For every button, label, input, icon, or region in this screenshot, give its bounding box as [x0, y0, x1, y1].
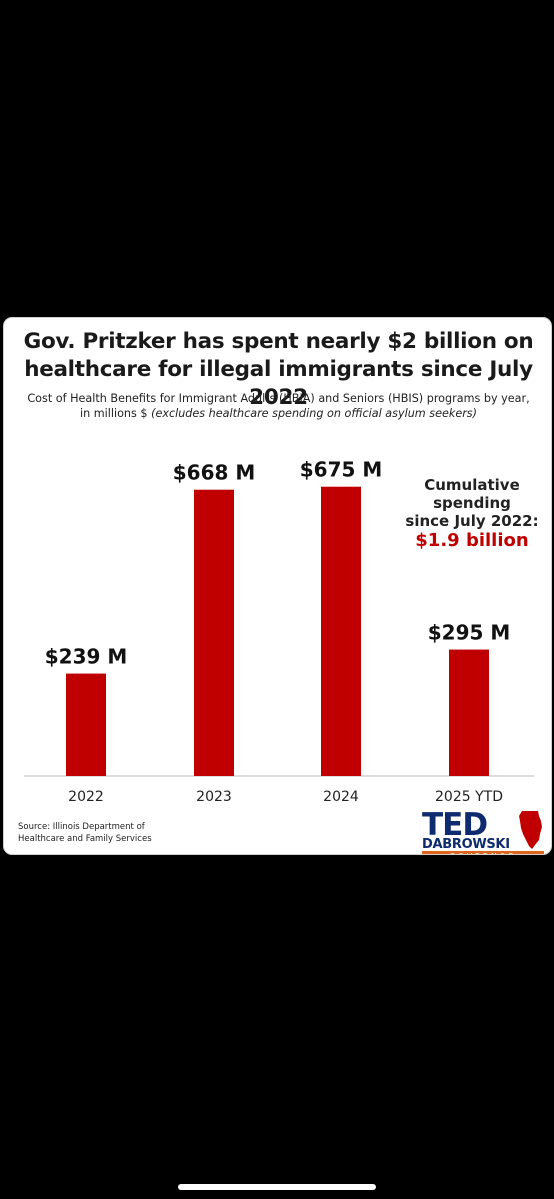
bar-chart: $239 M 2022 $668 M 2023 $675 M 2024 $295 M 2025…: [24, 458, 534, 805]
bar-2025-ytd: [449, 649, 489, 776]
callout-line-1: Cumulative: [424, 476, 520, 494]
x-tick-label: 2022: [68, 789, 104, 805]
title-line-2: healthcare for illegal immigrants since …: [24, 357, 533, 410]
logo-name: TED: [422, 807, 488, 843]
source-note: Source: Illinois Department of Healthcar…: [18, 821, 218, 845]
data-label: $295 M: [428, 621, 511, 645]
data-label: $675 M: [300, 458, 383, 482]
chart-title: Gov. Pritzker has spent nearly $2 billio…: [4, 328, 551, 412]
callout-value: $1.9 billion: [415, 530, 529, 551]
illinois-state-icon: [519, 811, 542, 849]
home-indicator[interactable]: [178, 1184, 376, 1190]
chart-card: Gov. Pritzker has spent nearly $2 billio…: [3, 317, 552, 855]
x-tick-label: 2023: [196, 789, 232, 805]
subtitle-units: in millions $: [79, 407, 152, 420]
subtitle-note: (excludes healthcare spending on officia…: [151, 407, 477, 420]
title-line-1: Gov. Pritzker has spent nearly $2 billio…: [23, 329, 534, 354]
data-label: $668 M: [173, 461, 256, 485]
bar-2022: [66, 673, 106, 776]
cumulative-callout: Cumulative spending since July 2022: $1.…: [402, 476, 542, 552]
campaign-logo: TED DABROWSKI GOVERNOR: [422, 810, 546, 854]
logo-surname: DABROWSKI: [422, 837, 510, 852]
bar-2023: [194, 489, 234, 776]
chart-subtitle: Cost of Health Benefits for Immigrant Ad…: [4, 391, 551, 421]
source-line-1: Source: Illinois Department of: [18, 822, 145, 832]
logo-role: GOVERNOR: [422, 851, 544, 854]
callout-line-2: spending: [433, 494, 511, 512]
subtitle-line-2: in millions $ (excludes healthcare spend…: [4, 406, 551, 421]
data-label: $239 M: [45, 645, 128, 669]
x-tick-label: 2024: [323, 789, 359, 805]
callout-line-3: since July 2022:: [405, 512, 539, 530]
x-tick-label: 2025 YTD: [435, 789, 503, 805]
bar-2024: [321, 486, 361, 776]
source-line-2: Healthcare and Family Services: [18, 834, 152, 844]
subtitle-line-1: Cost of Health Benefits for Immigrant Ad…: [27, 392, 530, 405]
